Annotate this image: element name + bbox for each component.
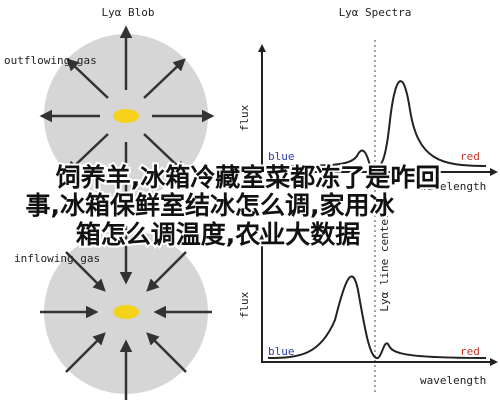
outflow-arrows [39, 25, 215, 208]
red-label: red [460, 345, 480, 358]
spectrum [267, 80, 487, 169]
overlay-text: 事,冰箱保鲜室结冰怎么调,家用冰 [26, 191, 396, 220]
galaxy [113, 109, 139, 123]
blue-label: blue [268, 345, 295, 358]
axes [261, 50, 492, 173]
left-title: Lyα Blob [102, 6, 155, 19]
galaxy [113, 305, 139, 319]
overlay-text: 箱怎么调温度,农业大数据 [76, 220, 361, 249]
outflow-label: outflowing gas [4, 54, 97, 67]
line-label: Lyα line center [378, 212, 391, 312]
y-label: flux [238, 104, 251, 131]
blue-label: blue [268, 150, 295, 163]
inflow-label: inflowing gas [14, 252, 100, 265]
spectrum [267, 275, 487, 359]
axes [261, 240, 492, 363]
x-label: wavelength [420, 374, 486, 387]
x-label: wavelength [420, 180, 486, 193]
red-label: red [460, 150, 480, 163]
overlay-text: 饲养羊,冰箱冷藏室菜都冻了是咋回 [55, 163, 441, 192]
y-label: flux [238, 291, 251, 318]
right-title: Lyα Spectra [339, 6, 412, 19]
inflow-arrows [40, 226, 212, 400]
